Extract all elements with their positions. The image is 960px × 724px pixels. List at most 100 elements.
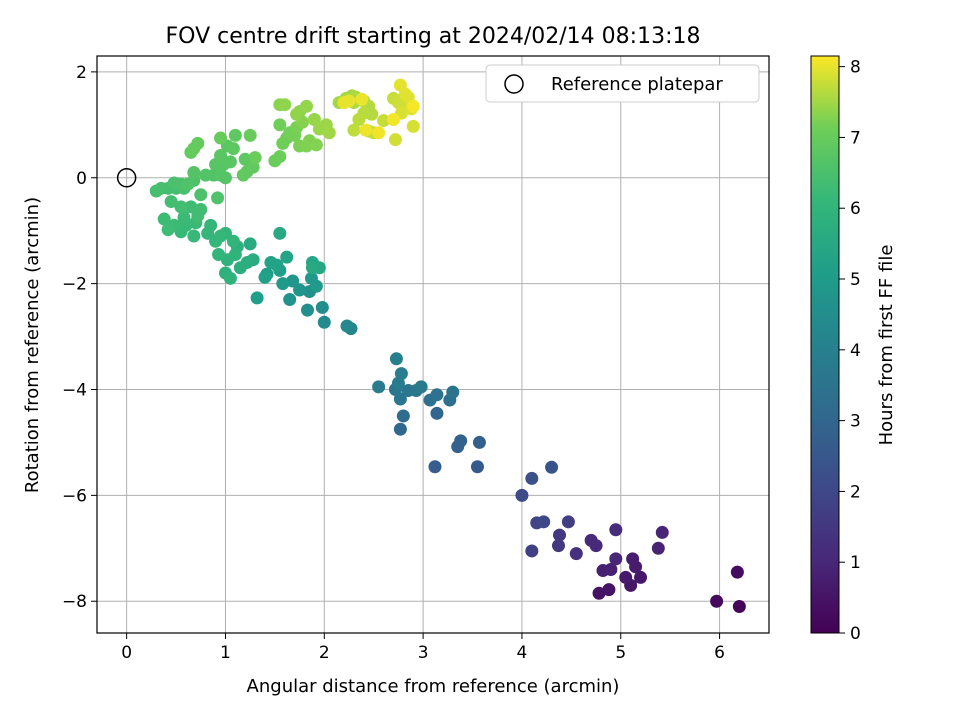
data-point (634, 570, 648, 584)
data-point (619, 570, 633, 584)
colorbar-tick-label: 4 (850, 341, 861, 361)
colorbar-tick-label: 6 (850, 199, 861, 219)
data-point (317, 315, 331, 329)
x-tick-label: 4 (517, 643, 528, 663)
legend-entry: Reference platepar (551, 74, 723, 95)
data-point (243, 128, 257, 142)
data-point (602, 583, 616, 597)
data-point (347, 123, 361, 137)
x-tick-label: 5 (615, 643, 626, 663)
data-point (177, 210, 191, 224)
data-point (309, 279, 323, 293)
x-axis-label: Angular distance from reference (arcmin) (247, 676, 620, 697)
data-point (164, 195, 178, 209)
data-point (290, 107, 304, 121)
y-tick-label: 2 (76, 63, 87, 83)
data-points (149, 78, 746, 614)
data-point (194, 188, 208, 202)
y-tick-label: −8 (62, 592, 87, 612)
data-point (187, 229, 201, 243)
data-point (537, 515, 551, 529)
x-tick-label: 3 (418, 643, 429, 663)
data-point (396, 409, 410, 423)
data-point (278, 98, 292, 112)
data-point (626, 552, 640, 566)
colorbar-tick-label: 7 (850, 128, 861, 148)
data-point (406, 99, 420, 113)
data-point (552, 528, 566, 542)
data-point (305, 261, 319, 275)
y-axis-label: Rotation from reference (arcmin) (22, 197, 43, 493)
data-point (273, 150, 287, 164)
data-point (226, 234, 240, 248)
data-point (161, 223, 175, 237)
data-point (340, 319, 354, 333)
data-point (414, 380, 428, 394)
data-point (286, 274, 300, 288)
data-point (386, 113, 400, 127)
legend: Reference platepar (485, 64, 760, 103)
data-point (236, 168, 250, 182)
data-point (228, 248, 242, 262)
data-point (181, 177, 195, 191)
data-point (273, 226, 287, 240)
x-tick-label: 1 (220, 643, 231, 663)
data-point (655, 525, 669, 539)
plot-frame (96, 55, 770, 634)
data-point (184, 200, 198, 214)
legend-box (485, 64, 760, 103)
data-point (218, 171, 232, 185)
data-point (280, 250, 294, 264)
data-point (223, 271, 237, 285)
data-point (446, 385, 460, 399)
colorbar-tick-label: 1 (850, 553, 861, 573)
x-axis-ticks: 0 1 2 3 4 5 6 (121, 633, 725, 663)
data-point (651, 541, 665, 555)
data-point (604, 562, 618, 576)
colorbar-gradient (810, 55, 840, 634)
data-point (609, 523, 623, 537)
legend-marker (504, 74, 524, 94)
data-point (214, 149, 228, 163)
data-point (609, 552, 623, 566)
data-point (149, 184, 163, 198)
data-point (226, 142, 240, 156)
data-point (394, 367, 408, 381)
data-point (187, 142, 201, 156)
data-point (359, 123, 373, 137)
data-point (276, 136, 290, 150)
data-point (454, 434, 468, 448)
data-point (250, 291, 264, 305)
data-point (233, 261, 247, 275)
data-point (592, 586, 606, 600)
data-point (561, 515, 575, 529)
data-point (472, 435, 486, 449)
colorbar: 0 1 2 3 4 5 6 7 8 Hours from first FF file (810, 55, 897, 644)
data-point (710, 594, 724, 608)
data-point (300, 99, 314, 113)
data-point (389, 352, 403, 366)
colorbar-label: Hours from first FF file (876, 245, 897, 446)
data-point (569, 547, 583, 561)
colorbar-tick-label: 5 (850, 270, 861, 290)
data-point (276, 277, 290, 291)
data-point (352, 113, 366, 127)
x-tick-label: 6 (714, 643, 725, 663)
data-point (243, 237, 257, 251)
data-point (730, 565, 744, 579)
data-point (199, 168, 213, 182)
data-point (470, 460, 484, 474)
data-point (355, 92, 369, 106)
data-point (337, 96, 351, 110)
data-point (525, 544, 539, 558)
data-point (238, 152, 252, 166)
data-point (214, 229, 228, 243)
data-point (406, 119, 420, 133)
data-point (393, 392, 407, 406)
data-point (293, 283, 307, 297)
data-point (393, 422, 407, 436)
colorbar-tick-label: 3 (850, 412, 861, 432)
data-point (584, 533, 598, 547)
